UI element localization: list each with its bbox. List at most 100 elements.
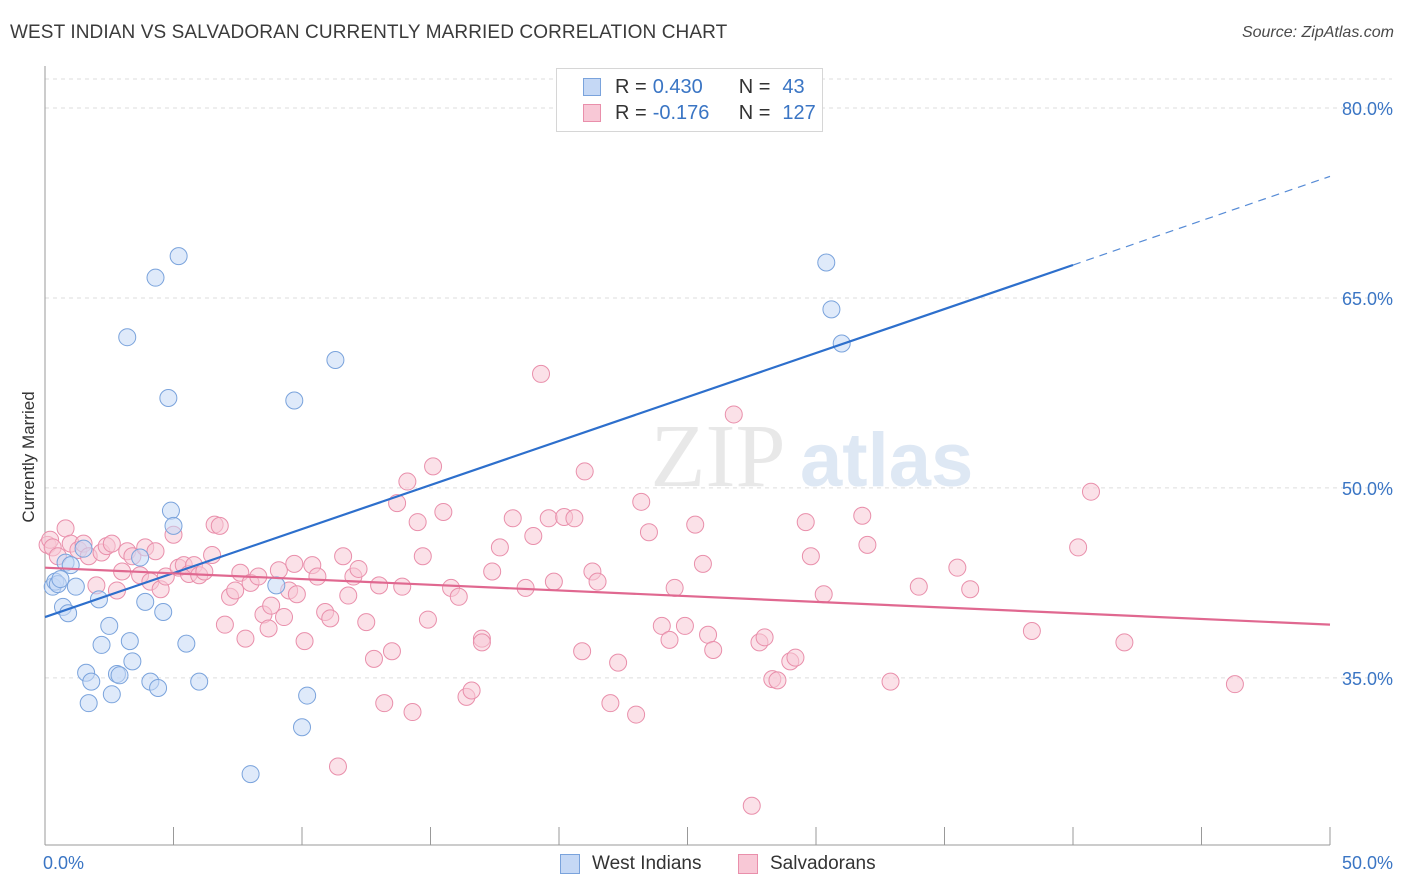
bottom-legend-west-indians: West Indians xyxy=(560,852,701,876)
west-indian-point xyxy=(817,253,836,272)
salvadoran-point xyxy=(1115,633,1134,652)
salvadoran-point xyxy=(632,492,651,511)
salvadoran-point xyxy=(1022,621,1041,640)
west-indians-trend-line xyxy=(44,263,1074,619)
n-label: N = xyxy=(738,101,771,124)
salvadoran-point xyxy=(858,535,877,554)
salvadoran-point xyxy=(210,516,229,535)
salvadoran-point xyxy=(503,509,522,528)
salvadoran-point xyxy=(393,577,412,596)
salvadoran-point xyxy=(236,629,255,648)
x-tick-label: 50.0% xyxy=(1342,853,1393,873)
salvadoran-point xyxy=(295,632,314,651)
salvadoran-point xyxy=(413,547,432,566)
salvadoran-point xyxy=(398,472,417,491)
west-indian-point xyxy=(61,556,80,575)
west-indian-point xyxy=(118,328,137,347)
salvadoran-point xyxy=(660,630,679,649)
salvadoran-point xyxy=(565,509,584,528)
west-indian-point xyxy=(51,570,70,589)
salvadoran-point xyxy=(285,554,304,573)
salvadoran-point xyxy=(287,585,306,604)
salvadoran-point xyxy=(146,542,165,561)
west-indian-point xyxy=(79,694,98,713)
west-indian-point xyxy=(154,602,173,621)
west-indian-point xyxy=(822,300,841,319)
salvadoran-point xyxy=(102,534,121,553)
axes xyxy=(44,66,1331,846)
salvadoran-point xyxy=(215,615,234,634)
r-value: 0.430 xyxy=(652,75,703,98)
salvadoran-point xyxy=(472,633,491,652)
salvadoran-point xyxy=(328,757,347,776)
r-label: R = xyxy=(615,101,647,124)
y-tick-label: 50.0% xyxy=(1342,479,1393,499)
salvadoran-point xyxy=(796,513,815,532)
salvadoran-point xyxy=(853,506,872,525)
salvadoran-point xyxy=(961,580,980,599)
salvadoran-point xyxy=(699,625,718,644)
salvadoran-point xyxy=(418,610,437,629)
salvadoran-point xyxy=(909,577,928,596)
watermark-atlas: atlas xyxy=(800,418,973,503)
chart-title: WEST INDIAN VS SALVADORAN CURRENTLY MARR… xyxy=(10,22,728,43)
salvadoran-point xyxy=(275,608,294,627)
salvadoran-point xyxy=(665,578,684,597)
watermark-zip: ZIP xyxy=(651,407,786,506)
y-tick-label: 65.0% xyxy=(1342,289,1393,309)
west-indian-point xyxy=(82,672,101,691)
n-label: N = xyxy=(738,75,771,98)
salvadoran-point xyxy=(1081,482,1100,501)
salvadoran-point xyxy=(449,587,468,606)
source-label: Source: ZipAtlas.com xyxy=(1241,24,1394,41)
salvadoran-point xyxy=(1225,675,1244,694)
west-indian-point xyxy=(146,268,165,287)
west-indian-point xyxy=(149,678,168,697)
salvadoran-point xyxy=(1069,538,1088,557)
west-indian-point xyxy=(110,666,129,685)
west-indian-point xyxy=(285,391,304,410)
salvadoran-point xyxy=(226,581,245,600)
west-indian-point xyxy=(326,350,345,369)
salvadoran-point xyxy=(56,519,75,538)
west-indian-point xyxy=(161,501,180,520)
salvadoran-point xyxy=(524,527,543,546)
x-tick-label: 0.0% xyxy=(43,853,84,873)
salvadoran-point xyxy=(334,547,353,566)
west-indian-point xyxy=(74,539,93,558)
salvadoran-point xyxy=(462,681,481,700)
salvadoran-point xyxy=(269,561,288,580)
salvadoran-point xyxy=(768,671,787,690)
legend-row-salvadorans: R = -0.176 N = 127 xyxy=(583,100,816,126)
west-indian-point xyxy=(267,576,286,595)
salvadoran-point xyxy=(321,609,340,628)
salvadoran-point xyxy=(742,796,761,815)
salvadoran-point xyxy=(755,628,774,647)
bottom-legend-salvadorans: Salvadorans xyxy=(738,852,876,876)
west-indians-label: West Indians xyxy=(592,853,702,874)
salvadoran-point xyxy=(308,567,327,586)
salvadoran-point xyxy=(544,572,563,591)
west-indian-point xyxy=(100,616,119,635)
salvadoran-point xyxy=(532,364,551,383)
salvadoran-point xyxy=(539,509,558,528)
salvadoran-point xyxy=(370,576,389,595)
salvadoran-point xyxy=(483,562,502,581)
west-indian-point xyxy=(66,577,85,596)
y-tick-label: 80.0% xyxy=(1342,99,1393,119)
salvadoran-point xyxy=(948,558,967,577)
west-indians-swatch xyxy=(583,78,601,96)
salvadoran-point xyxy=(601,694,620,713)
y-tick-label: 35.0% xyxy=(1342,669,1393,689)
salvadoran-point xyxy=(349,559,368,578)
salvadoran-point xyxy=(627,705,646,724)
west-indians-trend-extension xyxy=(1072,175,1331,266)
axis-labels: 35.0% 50.0% 65.0% 80.0% 0.0% 50.0% Currently M… xyxy=(19,99,1393,873)
salvadoran-point xyxy=(382,642,401,661)
salvadoran-point xyxy=(490,538,509,557)
salvadoran-point xyxy=(588,572,607,591)
west-indian-point xyxy=(123,652,142,671)
salvadorans-swatch xyxy=(583,104,601,122)
r-value: -0.176 xyxy=(652,101,710,124)
salvadoran-point xyxy=(639,523,658,542)
